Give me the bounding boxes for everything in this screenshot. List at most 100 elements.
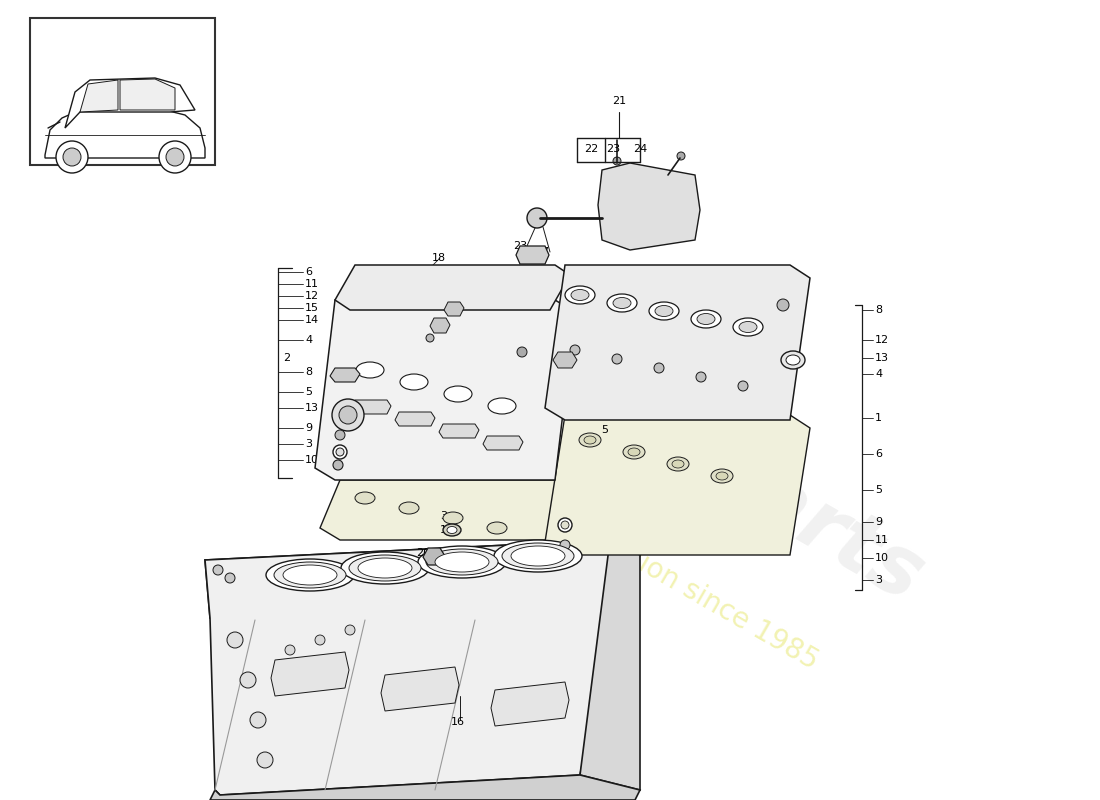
Text: 11: 11 (466, 380, 480, 390)
Circle shape (63, 148, 81, 166)
Ellipse shape (447, 526, 456, 534)
Circle shape (213, 565, 223, 575)
Ellipse shape (443, 512, 463, 524)
Polygon shape (320, 480, 575, 540)
Polygon shape (544, 415, 810, 555)
Text: euroParts: euroParts (502, 321, 938, 619)
Polygon shape (315, 300, 575, 480)
Text: 14: 14 (305, 315, 319, 325)
Ellipse shape (781, 351, 805, 369)
Circle shape (738, 381, 748, 391)
Polygon shape (330, 368, 360, 382)
Polygon shape (553, 352, 578, 368)
Polygon shape (491, 682, 569, 726)
FancyBboxPatch shape (30, 18, 214, 165)
Ellipse shape (358, 558, 412, 578)
Text: 6: 6 (519, 347, 526, 357)
Polygon shape (439, 424, 478, 438)
Circle shape (226, 573, 235, 583)
Text: 4: 4 (305, 335, 312, 345)
Ellipse shape (649, 302, 679, 320)
Text: 19: 19 (440, 525, 454, 535)
Circle shape (333, 460, 343, 470)
Ellipse shape (355, 492, 375, 504)
Ellipse shape (571, 290, 588, 301)
Circle shape (315, 635, 324, 645)
Ellipse shape (565, 286, 595, 304)
Ellipse shape (356, 362, 384, 378)
Text: 1: 1 (874, 413, 882, 423)
Polygon shape (205, 540, 615, 795)
Circle shape (160, 141, 191, 173)
Text: 3: 3 (874, 575, 882, 585)
Text: 15: 15 (305, 303, 319, 313)
Polygon shape (580, 540, 640, 790)
Ellipse shape (400, 374, 428, 390)
Text: 3: 3 (305, 439, 312, 449)
Ellipse shape (502, 543, 574, 569)
Text: 5: 5 (601, 425, 608, 435)
Text: 12: 12 (305, 291, 319, 301)
Polygon shape (395, 412, 434, 426)
Ellipse shape (487, 522, 507, 534)
Ellipse shape (443, 524, 461, 536)
Polygon shape (205, 540, 640, 618)
Ellipse shape (613, 298, 631, 309)
Text: 5: 5 (305, 387, 312, 397)
Circle shape (612, 354, 621, 364)
Text: 20: 20 (416, 548, 430, 558)
Text: 9: 9 (305, 423, 312, 433)
Ellipse shape (711, 469, 733, 483)
Circle shape (558, 518, 572, 532)
Polygon shape (120, 79, 175, 110)
Text: 8: 8 (305, 367, 312, 377)
Circle shape (696, 372, 706, 382)
Circle shape (560, 540, 570, 550)
Ellipse shape (667, 457, 689, 471)
Ellipse shape (733, 318, 763, 336)
Ellipse shape (786, 355, 800, 365)
Text: 25: 25 (576, 350, 590, 360)
Text: 18: 18 (618, 347, 632, 357)
Circle shape (517, 347, 527, 357)
Circle shape (332, 399, 364, 431)
Circle shape (250, 712, 266, 728)
Text: 8: 8 (874, 305, 882, 315)
Ellipse shape (654, 306, 673, 317)
Circle shape (426, 334, 434, 342)
Text: 16: 16 (451, 717, 465, 727)
Circle shape (336, 448, 344, 456)
Ellipse shape (584, 436, 596, 444)
Text: 22: 22 (534, 247, 548, 257)
Circle shape (527, 208, 547, 228)
Ellipse shape (628, 448, 640, 456)
Polygon shape (544, 265, 810, 420)
Ellipse shape (434, 552, 490, 572)
Ellipse shape (266, 559, 354, 591)
Text: 23: 23 (606, 144, 620, 154)
Text: 17: 17 (420, 465, 434, 475)
Text: 4: 4 (874, 369, 882, 379)
Circle shape (613, 157, 621, 165)
Ellipse shape (623, 445, 645, 459)
Text: 12: 12 (874, 335, 889, 345)
Circle shape (56, 141, 88, 173)
Text: 23: 23 (513, 241, 527, 251)
Polygon shape (65, 78, 195, 128)
Text: 13: 13 (305, 403, 319, 413)
Polygon shape (45, 110, 205, 158)
Circle shape (257, 752, 273, 768)
Circle shape (570, 345, 580, 355)
Text: 9: 9 (874, 517, 882, 527)
Polygon shape (80, 80, 118, 112)
Circle shape (339, 406, 358, 424)
Circle shape (777, 299, 789, 311)
Ellipse shape (739, 322, 757, 333)
Text: 21: 21 (612, 96, 626, 106)
Polygon shape (336, 265, 570, 310)
Text: 11: 11 (305, 279, 319, 289)
Ellipse shape (579, 433, 601, 447)
Ellipse shape (691, 310, 720, 328)
Polygon shape (598, 163, 700, 250)
Text: 13: 13 (874, 353, 889, 363)
